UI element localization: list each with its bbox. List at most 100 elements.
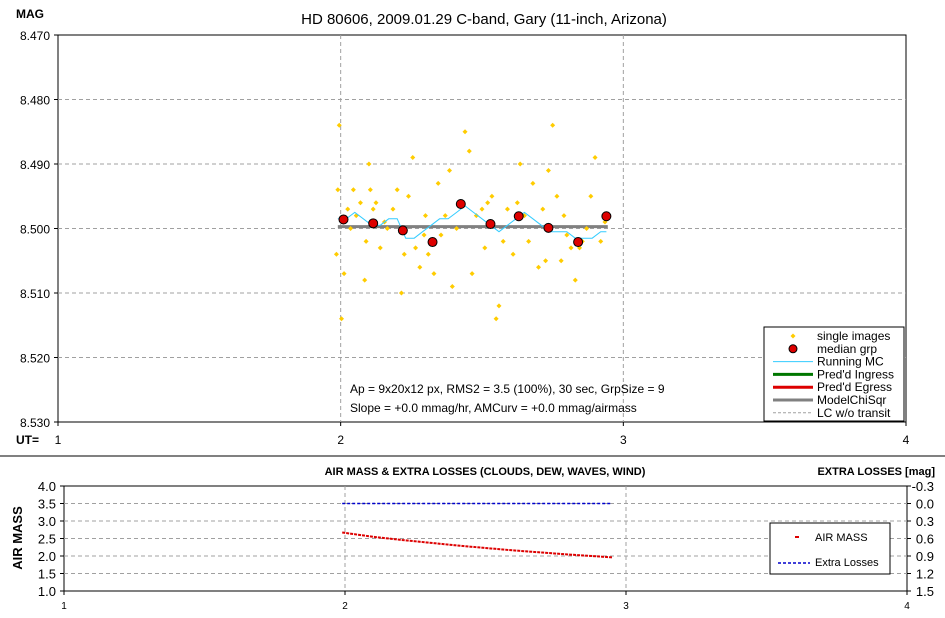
legend-median-grp-marker bbox=[788, 344, 798, 354]
single-image-point bbox=[572, 277, 578, 283]
median-group-point bbox=[427, 237, 438, 248]
single-image-point bbox=[598, 238, 604, 244]
single-image-point bbox=[500, 238, 506, 244]
single-image-point bbox=[545, 167, 551, 173]
single-image-point bbox=[377, 245, 383, 251]
single-image-point bbox=[435, 180, 441, 186]
main-x-tick-label: 1 bbox=[55, 433, 62, 447]
single-image-point bbox=[446, 167, 452, 173]
single-image-point bbox=[336, 122, 342, 128]
legend-label: Running MC bbox=[817, 355, 884, 369]
main-chart-title: HD 80606, 2009.01.29 C-band, Gary (11-in… bbox=[301, 11, 667, 28]
single-image-point bbox=[543, 258, 549, 264]
airmass-x-tick-labels: 1 2 3 4 bbox=[61, 601, 910, 612]
single-image-point bbox=[410, 155, 416, 161]
main-gridlines bbox=[54, 34, 907, 426]
single-image-point bbox=[417, 264, 423, 270]
single-image-point bbox=[454, 226, 460, 231]
airmass-legend-box bbox=[769, 522, 891, 575]
single-image-point bbox=[367, 187, 373, 193]
single-image-point bbox=[394, 187, 400, 193]
extra-losses-tick-labels: 1.5 1.2 0.9 0.6 0.3 0.0 -0.3 bbox=[912, 479, 934, 599]
single-image-point bbox=[406, 193, 412, 199]
single-image-point bbox=[398, 290, 404, 296]
single-image-point bbox=[390, 206, 396, 212]
single-image-point bbox=[493, 316, 499, 322]
single-image-point bbox=[568, 245, 574, 251]
main-x-tick-label: 4 bbox=[903, 433, 910, 447]
single-image-point bbox=[431, 271, 437, 277]
main-y-tick-label: 8.470 bbox=[20, 29, 50, 43]
single-image-point bbox=[339, 316, 345, 322]
median-group-point bbox=[338, 214, 349, 225]
single-image-point bbox=[469, 271, 475, 277]
main-chart: HD 80606, 2009.01.29 C-band, Gary (11-in… bbox=[16, 7, 910, 447]
single-image-point bbox=[588, 193, 594, 199]
legend-single-images-marker bbox=[790, 333, 796, 339]
main-y-tick-label: 8.490 bbox=[20, 158, 50, 172]
single-image-point bbox=[526, 238, 532, 244]
airmass-y-tick-label: 1.5 bbox=[38, 567, 56, 582]
single-image-point bbox=[357, 200, 363, 206]
single-image-point bbox=[466, 148, 472, 154]
median-group-point bbox=[601, 211, 612, 222]
single-image-point bbox=[485, 200, 491, 206]
single-image-point bbox=[345, 206, 351, 212]
single-image-point bbox=[517, 161, 523, 167]
extra-losses-tick-label: 1.2 bbox=[916, 567, 934, 582]
extra-losses-tick-label: 0.9 bbox=[916, 549, 934, 564]
single-image-point bbox=[514, 200, 520, 206]
single-image-point bbox=[564, 232, 570, 238]
single-image-point bbox=[384, 226, 390, 231]
main-y-tick-label: 8.530 bbox=[20, 416, 50, 430]
single-image-point bbox=[550, 122, 556, 128]
airmass-x-tick-label: 1 bbox=[61, 601, 67, 612]
airmass-gridlines bbox=[60, 485, 911, 595]
airmass-x-tick-label: 2 bbox=[342, 601, 348, 612]
single-image-point bbox=[370, 206, 376, 212]
main-chart-xlabel: UT= bbox=[16, 433, 39, 447]
main-y-tick-label: 8.520 bbox=[20, 352, 50, 366]
main-chart-ylabel: MAG bbox=[16, 7, 44, 21]
single-image-point bbox=[540, 206, 546, 212]
airmass-y-tick-labels: 1.0 1.5 2.0 2.5 3.0 3.5 4.0 bbox=[38, 479, 56, 599]
single-image-point bbox=[489, 193, 495, 199]
single-image-point bbox=[561, 213, 567, 219]
airmass-x-tick-label: 3 bbox=[623, 601, 629, 612]
airmass-y-tick-label: 3.0 bbox=[38, 514, 56, 529]
extra-losses-axis-label: EXTRA LOSSES [mag] bbox=[817, 466, 935, 478]
single-image-point bbox=[335, 187, 341, 193]
single-image-point bbox=[362, 277, 368, 283]
single-image-point bbox=[438, 232, 444, 238]
single-image-point bbox=[350, 187, 356, 193]
single-image-point bbox=[592, 155, 598, 161]
single-image-point bbox=[462, 129, 468, 135]
median-group-point bbox=[513, 211, 524, 222]
single-image-point bbox=[473, 213, 479, 219]
main-y-tick-label: 8.500 bbox=[20, 223, 50, 237]
annotation-line-1: Ap = 9x20x12 px, RMS2 = 3.5 (100%), 30 s… bbox=[350, 382, 665, 396]
single-image-point bbox=[536, 264, 542, 270]
single-image-point bbox=[366, 161, 372, 167]
single-image-point bbox=[363, 238, 369, 244]
single-image-point bbox=[413, 245, 419, 251]
legend-label: single images bbox=[817, 329, 890, 343]
legend-label: LC w/o transit bbox=[817, 406, 891, 420]
single-image-point bbox=[333, 251, 339, 257]
airmass-legend: AIR MASS Extra Losses bbox=[769, 522, 891, 575]
median-group-point bbox=[455, 198, 466, 209]
legend-airmass-label: AIR MASS bbox=[815, 532, 868, 544]
single-image-point bbox=[510, 251, 516, 257]
main-y-tick-label: 8.480 bbox=[20, 94, 50, 108]
main-y-tick-labels: 8.470 8.480 8.490 8.500 8.510 8.520 8.530 bbox=[20, 29, 50, 430]
airmass-y-tick-label: 2.0 bbox=[38, 549, 56, 564]
single-image-point bbox=[530, 180, 536, 186]
legend-label: Pred'd Ingress bbox=[817, 367, 894, 381]
single-image-point bbox=[504, 206, 510, 212]
single-image-point bbox=[479, 206, 485, 212]
airmass-y-tick-label: 1.0 bbox=[38, 584, 56, 599]
single-image-point bbox=[496, 303, 502, 309]
airmass-series bbox=[342, 502, 613, 559]
main-series bbox=[333, 122, 612, 322]
